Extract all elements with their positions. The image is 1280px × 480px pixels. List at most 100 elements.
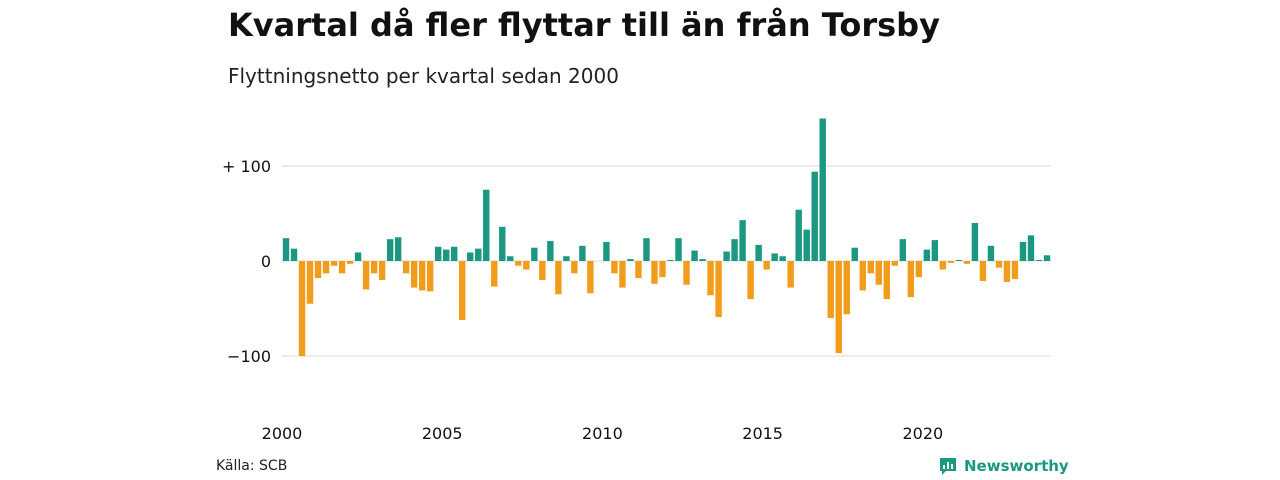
bar: [499, 226, 506, 261]
bar: [378, 261, 386, 280]
bar: [346, 261, 354, 264]
bar: [330, 261, 338, 266]
bars-layer: [282, 118, 1051, 356]
bar: [867, 261, 874, 274]
x-tick-label: 2010: [582, 424, 623, 443]
bar: [467, 252, 474, 261]
bar: [619, 261, 626, 288]
bar: [787, 261, 794, 288]
source-note: Källa: SCB: [216, 458, 288, 474]
bar: [338, 261, 346, 274]
bar: [923, 249, 931, 261]
bar: [1027, 235, 1035, 261]
bar: [563, 256, 570, 261]
bar: [827, 261, 834, 318]
bar: [635, 261, 642, 279]
bar: [402, 261, 410, 274]
bar: [779, 256, 786, 261]
bar: [955, 260, 963, 261]
bar: [555, 261, 562, 295]
bar: [314, 261, 322, 279]
bar: [715, 261, 722, 318]
x-tick-label: 2005: [422, 424, 463, 443]
chart-title: Kvartal då fler flyttar till än från Tor…: [228, 6, 940, 44]
x-axis: 2000 2005 2010 2015 2020: [262, 424, 944, 443]
bar: [763, 261, 770, 270]
bar: [290, 248, 298, 261]
bar: [643, 238, 650, 261]
bar: [571, 261, 578, 274]
chart-subtitle: Flyttningsnetto per kvartal sedan 2000: [228, 64, 619, 88]
bar: [386, 239, 394, 261]
bar: [1019, 242, 1027, 261]
bar: [843, 261, 850, 315]
bar: [370, 261, 378, 274]
bar: [659, 261, 666, 278]
bar: [819, 118, 826, 261]
x-tick-label: 2000: [262, 424, 303, 443]
bar: [699, 259, 706, 261]
y-tick-label: 0: [261, 252, 271, 271]
bar: [587, 261, 594, 294]
bar: [891, 261, 898, 266]
bar: [539, 261, 546, 280]
bar: [683, 261, 690, 285]
y-tick-label: + 100: [222, 157, 271, 176]
bar: [443, 249, 450, 261]
bar: [795, 209, 802, 261]
bar: [875, 261, 882, 285]
newsworthy-logo[interactable]: Newsworthy: [938, 456, 1069, 476]
bar: [947, 261, 955, 263]
bar: [362, 261, 370, 290]
bar: [731, 239, 738, 261]
bar: [603, 242, 610, 261]
y-tick-label: −100: [227, 347, 271, 366]
bar: [691, 250, 698, 261]
bar: [298, 261, 306, 356]
bar: [835, 261, 842, 354]
bar: [803, 229, 810, 261]
bar: [1035, 260, 1043, 261]
bar: [755, 244, 762, 261]
bar: [651, 261, 658, 284]
bar: [282, 238, 290, 261]
bar: [611, 261, 618, 274]
bar: [739, 220, 746, 261]
bar: [1043, 255, 1051, 261]
bar: [723, 251, 730, 261]
bar: [971, 223, 979, 261]
bar: [667, 260, 674, 261]
bar: [475, 248, 482, 261]
bar: [963, 261, 971, 264]
bar: [995, 261, 1003, 268]
bar: [747, 261, 754, 299]
bar: [547, 241, 554, 261]
bar: [531, 247, 538, 261]
bar: [515, 261, 522, 266]
x-tick-label: 2020: [902, 424, 943, 443]
bar: [915, 261, 923, 278]
bar: [322, 261, 330, 274]
bar: [483, 189, 490, 261]
x-tick-label: 2015: [742, 424, 783, 443]
bar: [907, 261, 915, 298]
bar: [627, 259, 634, 261]
bar: [410, 261, 418, 288]
newsworthy-logo-icon: [940, 458, 956, 475]
bar: [1011, 261, 1019, 280]
bar: [426, 261, 434, 292]
bar: [771, 253, 778, 261]
bar: [811, 171, 818, 261]
bar: [883, 261, 890, 299]
bar: [354, 252, 362, 261]
bar: [394, 237, 402, 261]
bar: [418, 261, 426, 291]
bar: [306, 261, 314, 304]
bar: [491, 261, 498, 287]
bar: [451, 246, 458, 261]
bar: [859, 261, 866, 291]
bar: [931, 240, 939, 261]
bar: [507, 256, 514, 261]
bar: [707, 261, 714, 296]
grid-layer: [282, 165, 1051, 357]
